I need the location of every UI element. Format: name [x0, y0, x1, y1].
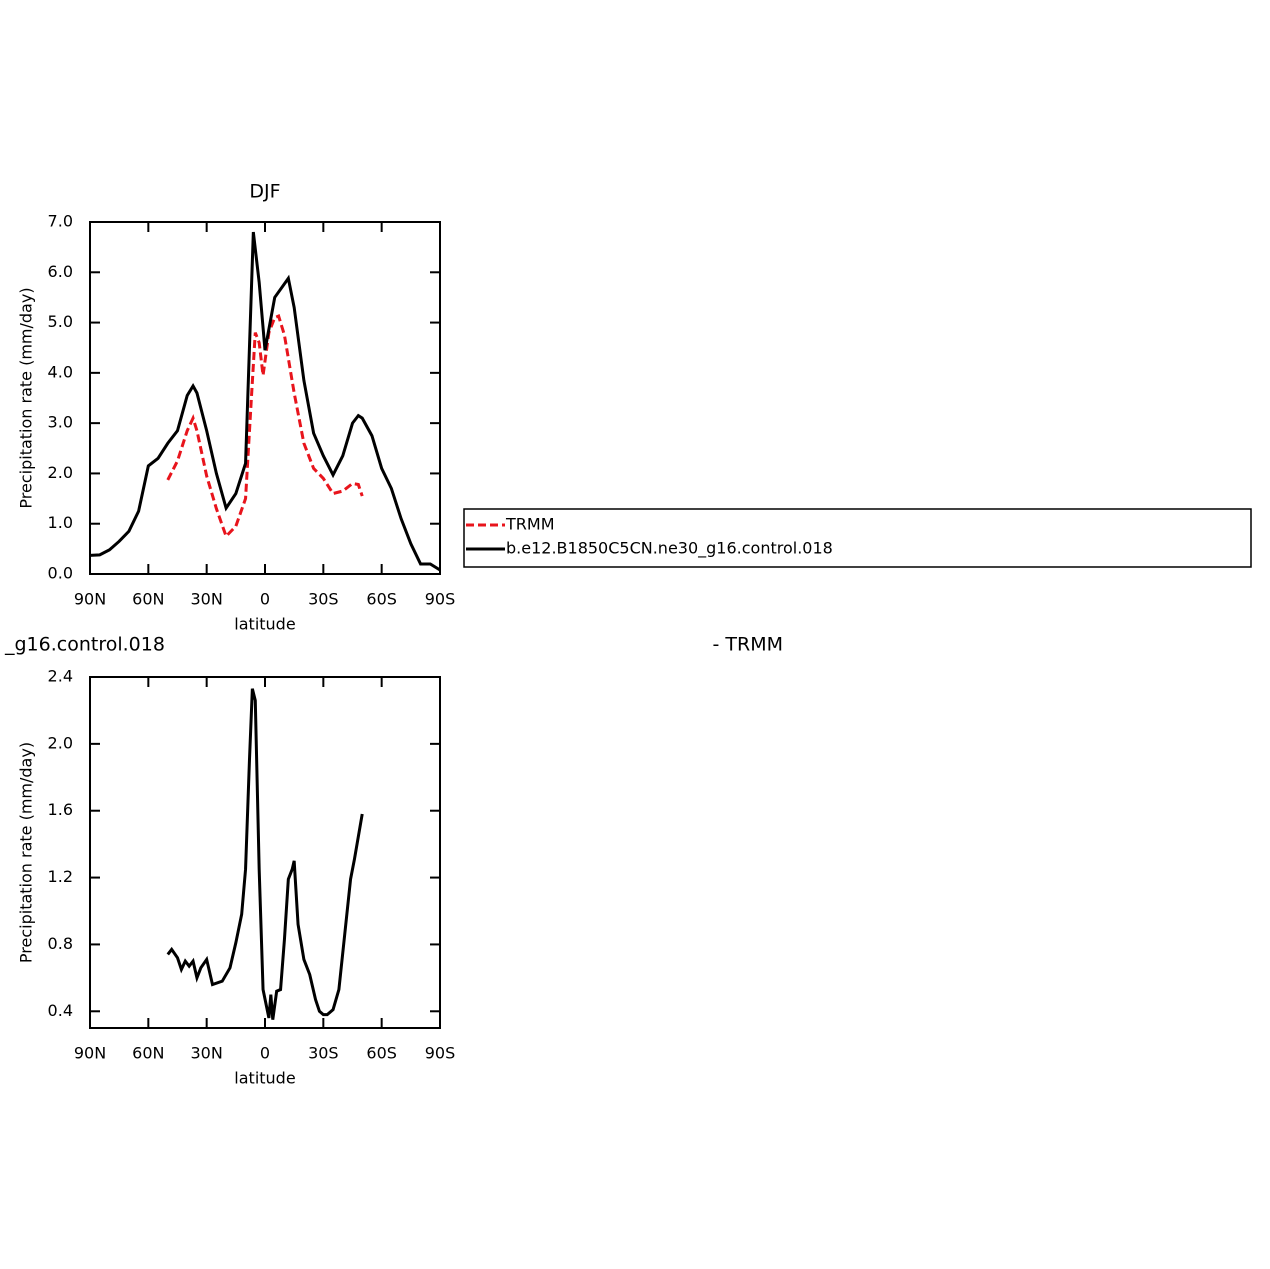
x-tick-label: 90N: [74, 590, 106, 609]
y-tick-label: 1.6: [48, 800, 73, 819]
legend-label: b.e12.B1850C5CN.ne30_g16.control.018: [506, 539, 833, 559]
data-line: [89, 231, 441, 572]
x-tick-label: 30N: [191, 590, 223, 609]
chart-title: DJF: [249, 181, 280, 203]
x-axis-label: latitude: [234, 1069, 295, 1088]
x-tick-label: 0: [260, 590, 270, 609]
x-axis-label: latitude: [234, 615, 295, 634]
plot-frame: [89, 221, 441, 575]
left-title: _g16.control.018: [4, 634, 165, 656]
y-tick-label: 1.0: [48, 513, 73, 532]
legend-label: TRMM: [505, 515, 555, 534]
y-tick-label: 2.0: [48, 463, 73, 482]
y-tick-label: 0.0: [48, 564, 73, 583]
plot-frame: [89, 676, 441, 1029]
x-tick-label: 60N: [132, 590, 164, 609]
right-title: - TRMM: [713, 634, 784, 656]
x-tick-label: 90N: [74, 1044, 106, 1063]
y-tick-label: 0.4: [48, 1001, 73, 1020]
x-tick-label: 0: [260, 1044, 270, 1063]
data-line: [166, 688, 364, 1020]
y-tick-label: 1.2: [48, 867, 73, 886]
y-tick-label: 6.0: [48, 262, 73, 281]
x-tick-label: 30S: [308, 1044, 339, 1063]
y-tick-label: 4.0: [48, 362, 73, 381]
x-tick-label: 30S: [308, 590, 339, 609]
x-tick-label: 60S: [366, 590, 397, 609]
x-tick-label: 90S: [425, 590, 456, 609]
y-tick-label: 3.0: [48, 413, 73, 432]
y-axis-label: Precipitation rate (mm/day): [17, 287, 36, 508]
data-line: [166, 314, 364, 540]
y-axis-label: Precipitation rate (mm/day): [17, 742, 36, 963]
y-tick-label: 2.4: [48, 667, 73, 686]
legend-box: [463, 508, 1252, 568]
x-tick-label: 30N: [191, 1044, 223, 1063]
y-tick-label: 7.0: [48, 212, 73, 231]
x-tick-label: 90S: [425, 1044, 456, 1063]
y-tick-label: 0.8: [48, 934, 73, 953]
y-tick-label: 5.0: [48, 312, 73, 331]
y-tick-label: 2.0: [48, 733, 73, 752]
x-tick-label: 60S: [366, 1044, 397, 1063]
x-tick-label: 60N: [132, 1044, 164, 1063]
